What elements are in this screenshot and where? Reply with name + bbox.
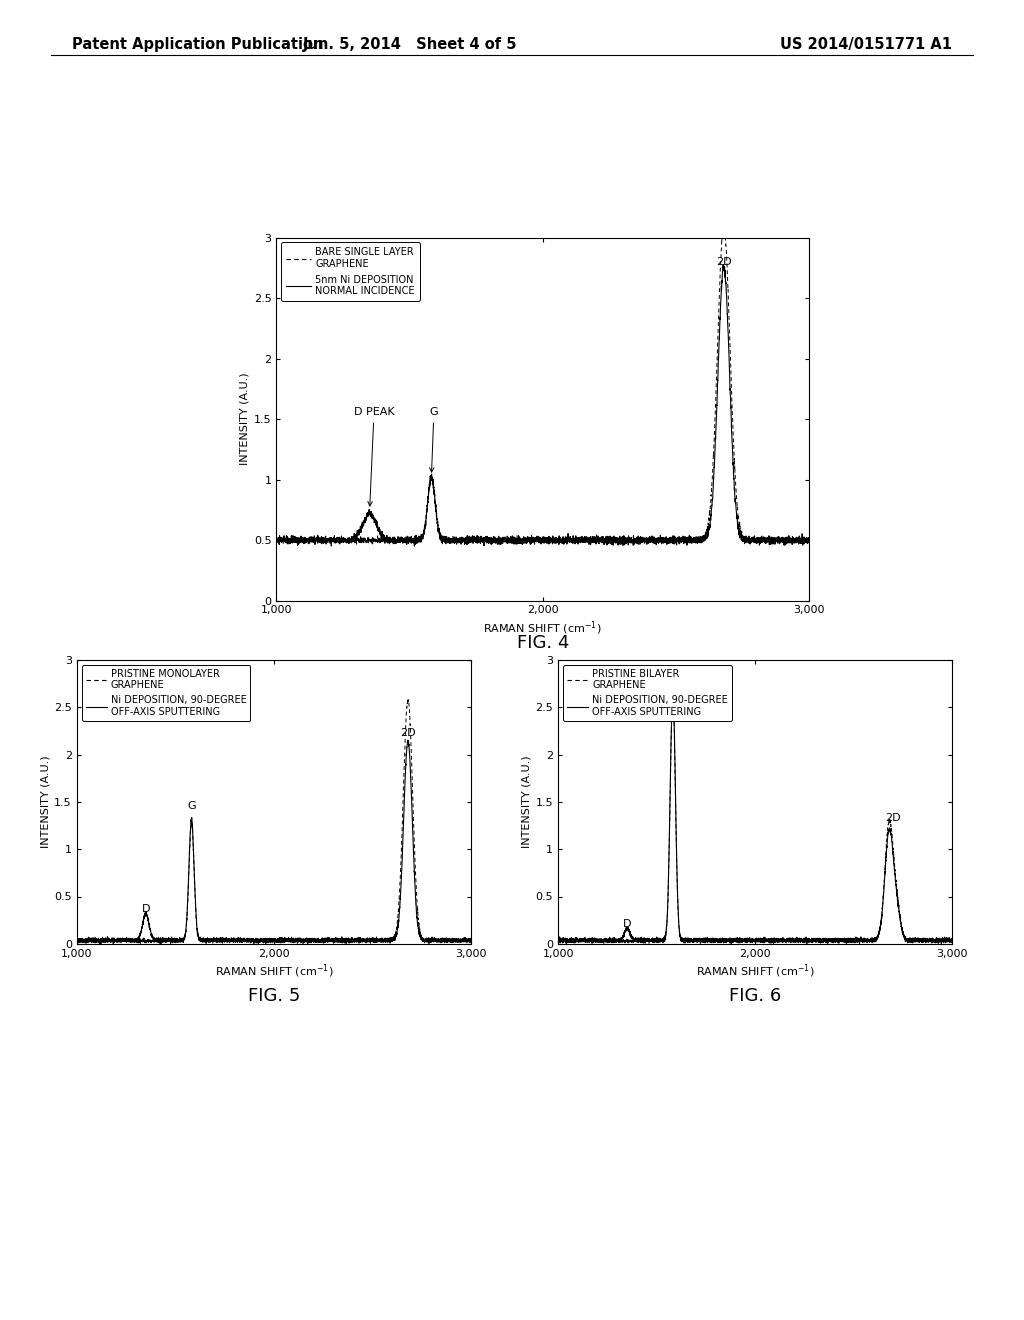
Y-axis label: INTENSITY (A.U.): INTENSITY (A.U.): [521, 755, 531, 849]
Y-axis label: INTENSITY (A.U.): INTENSITY (A.U.): [240, 372, 250, 466]
Text: 2D: 2D: [716, 256, 731, 267]
Text: FIG. 6: FIG. 6: [728, 987, 781, 1006]
Legend: BARE SINGLE LAYER
GRAPHENE, 5nm Ni DEPOSITION
NORMAL INCIDENCE: BARE SINGLE LAYER GRAPHENE, 5nm Ni DEPOS…: [282, 243, 420, 301]
Text: D PEAK: D PEAK: [353, 408, 394, 506]
Legend: PRISTINE MONOLAYER
GRAPHENE, Ni DEPOSITION, 90-DEGREE
OFF-AXIS SPUTTERING: PRISTINE MONOLAYER GRAPHENE, Ni DEPOSITI…: [82, 665, 251, 721]
Text: G: G: [429, 408, 438, 473]
Text: FIG. 4: FIG. 4: [516, 634, 569, 652]
X-axis label: RAMAN SHIFT (cm$^{-1}$): RAMAN SHIFT (cm$^{-1}$): [483, 619, 602, 638]
Text: D: D: [141, 904, 151, 913]
Text: Patent Application Publication: Patent Application Publication: [72, 37, 324, 51]
Text: FIG. 5: FIG. 5: [248, 987, 301, 1006]
Text: D: D: [623, 919, 632, 929]
X-axis label: RAMAN SHIFT (cm$^{-1}$): RAMAN SHIFT (cm$^{-1}$): [215, 962, 333, 981]
Text: 2D: 2D: [400, 727, 416, 738]
Text: 2D: 2D: [886, 813, 901, 822]
Text: G: G: [187, 801, 196, 812]
X-axis label: RAMAN SHIFT (cm$^{-1}$): RAMAN SHIFT (cm$^{-1}$): [696, 962, 814, 981]
Legend: PRISTINE BILAYER
GRAPHENE, Ni DEPOSITION, 90-DEGREE
OFF-AXIS SPUTTERING: PRISTINE BILAYER GRAPHENE, Ni DEPOSITION…: [563, 665, 732, 721]
Text: US 2014/0151771 A1: US 2014/0151771 A1: [780, 37, 952, 51]
Y-axis label: INTENSITY (A.U.): INTENSITY (A.U.): [40, 755, 50, 849]
Text: Jun. 5, 2014   Sheet 4 of 5: Jun. 5, 2014 Sheet 4 of 5: [302, 37, 517, 51]
Text: G: G: [669, 673, 677, 682]
